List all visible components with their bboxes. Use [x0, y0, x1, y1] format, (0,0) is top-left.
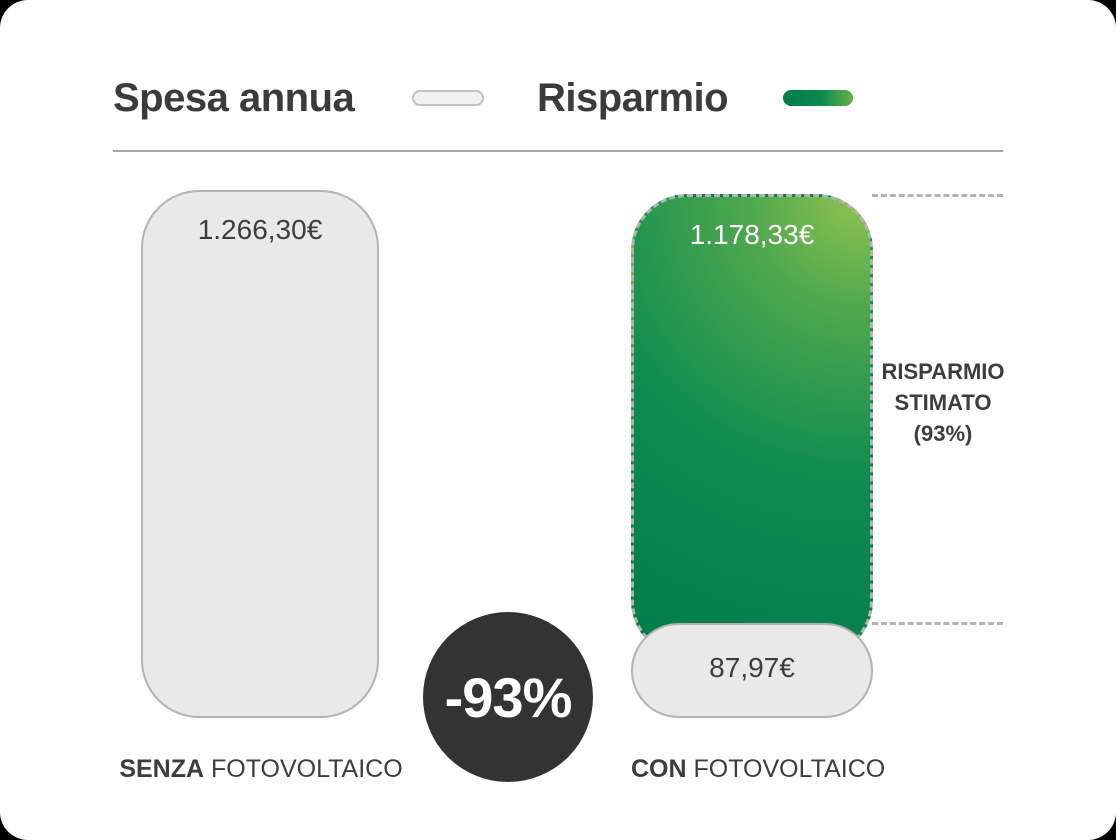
dashed-guide-top	[872, 194, 1003, 197]
bar-value-residual: 87,97€	[709, 651, 795, 683]
category-label-senza-rest: FOTOVOLTAICO	[204, 755, 403, 783]
legend-label-spesa-annua: Spesa annua	[113, 76, 355, 120]
category-label-con-rest: FOTOVOLTAICO	[686, 755, 886, 783]
bar-value-senza: 1.266,30€	[197, 214, 323, 245]
category-label-senza-bold: SENZA	[119, 755, 205, 783]
savings-annotation-line3: (93%)	[913, 421, 973, 446]
dashed-guide-bottom	[872, 622, 1003, 625]
savings-annotation-line2: STIMATO	[894, 390, 992, 415]
risparmio-swatch-icon	[783, 90, 853, 106]
category-label-con: CON FOTOVOLTAICO	[631, 755, 885, 784]
header-divider	[113, 150, 1003, 152]
category-label-con-bold: CON	[631, 755, 687, 783]
category-label-senza: SENZA FOTOVOLTAICO	[116, 755, 406, 784]
discount-badge-text: -93%	[444, 665, 573, 729]
savings-annotation: RISPARMIO STIMATO (93%)	[873, 356, 1013, 449]
legend-label-risparmio: Risparmio	[537, 76, 729, 120]
bar-senza-fotovoltaico: 1.266,30€	[141, 190, 379, 718]
spesa-annua-swatch-icon	[412, 90, 484, 106]
bar-value-risparmio: 1.178,33€	[689, 219, 815, 250]
bar-risparmio: 1.178,33€	[631, 194, 873, 657]
savings-annotation-line1: RISPARMIO	[881, 359, 1005, 384]
bar-residual-spesa: 87,97€	[631, 623, 873, 718]
discount-badge: -93%	[423, 612, 593, 782]
